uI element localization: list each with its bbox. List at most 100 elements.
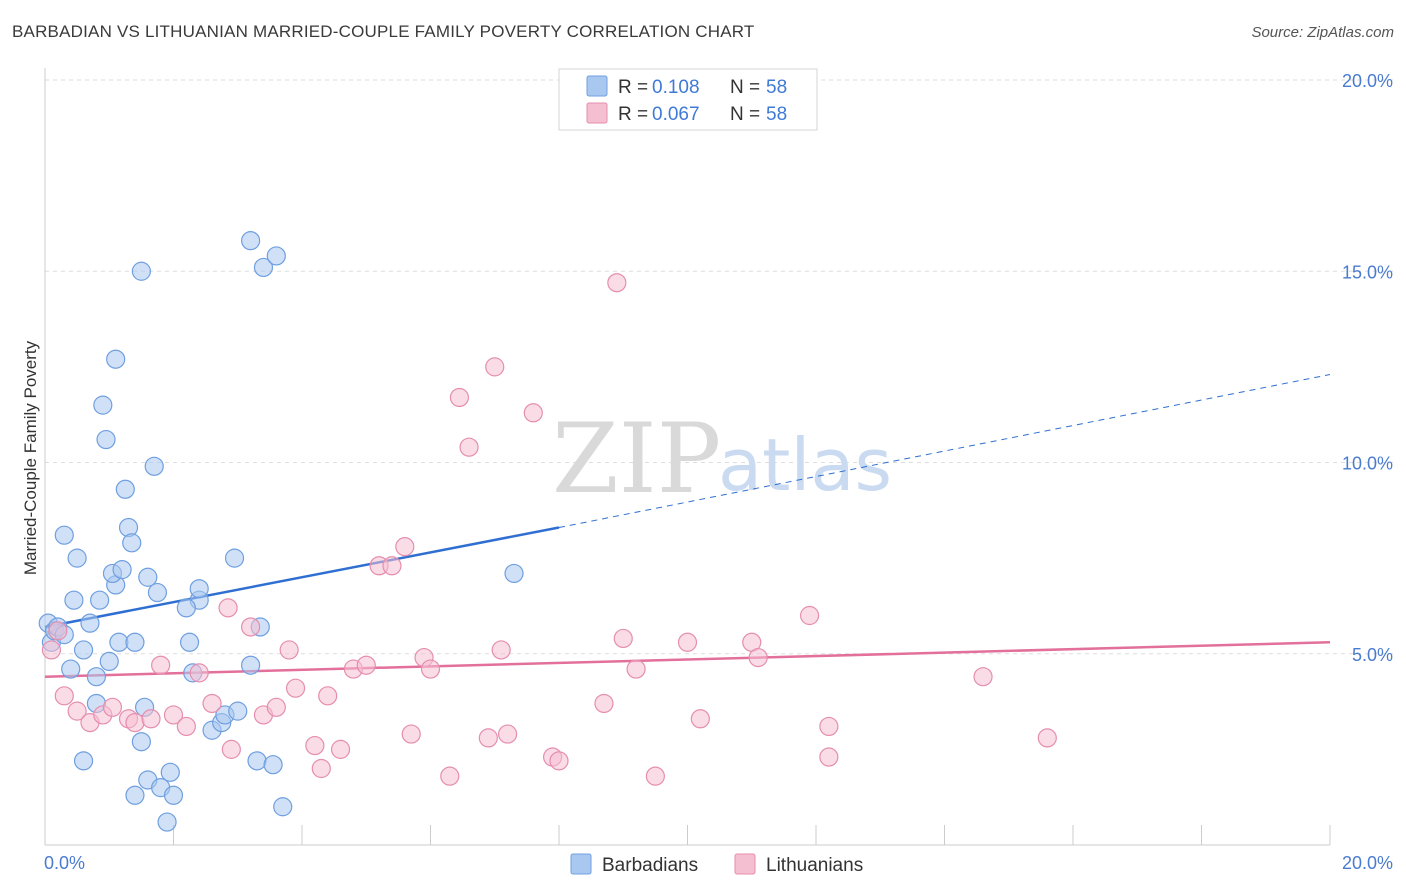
point-barbadians	[99, 651, 119, 672]
point-lithuanians	[819, 747, 839, 767]
bottom-legend-label-barbadians: Barbadians	[602, 855, 698, 876]
point-barbadians	[189, 579, 209, 599]
point-lithuanians	[690, 709, 710, 729]
watermark: ZIP atlas	[552, 403, 892, 515]
point-barbadians	[125, 785, 145, 805]
point-barbadians	[109, 632, 129, 652]
point-lithuanians	[189, 663, 209, 683]
point-lithuanians	[748, 647, 768, 668]
point-lithuanians	[645, 766, 665, 786]
point-lithuanians	[202, 693, 222, 714]
trend-line-barbadians	[44, 526, 560, 629]
bottom-legend-label-lithuanians: Lithuanians	[766, 855, 863, 876]
legend-n-value-lithuanians: 58	[766, 104, 787, 125]
bottom-legend: Barbadians Lithuanians	[570, 853, 863, 876]
point-lithuanians	[401, 724, 421, 744]
point-lithuanians	[41, 640, 62, 660]
point-barbadians	[241, 655, 261, 675]
point-barbadians	[144, 456, 164, 476]
y-axis-label: Married-Couple Family Poverty	[21, 340, 40, 575]
point-lithuanians	[163, 705, 184, 725]
legend-n-value-barbadians: 58	[766, 77, 787, 98]
point-lithuanians	[176, 716, 196, 737]
point-lithuanians	[311, 758, 331, 779]
chart-title: BARBADIAN VS LITHUANIAN MARRIED-COUPLE F…	[12, 22, 755, 41]
point-barbadians	[122, 533, 142, 553]
point-barbadians	[138, 567, 158, 587]
point-lithuanians	[395, 537, 415, 557]
point-lithuanians	[819, 716, 839, 737]
point-barbadians	[273, 797, 293, 817]
point-lithuanians	[305, 735, 325, 756]
point-barbadians	[241, 231, 261, 251]
point-barbadians	[131, 261, 151, 281]
bottom-legend-swatch-barbadians	[570, 853, 592, 875]
point-barbadians	[64, 590, 84, 610]
legend-n-label-lithuanians: N =	[730, 104, 760, 125]
point-lithuanians	[330, 739, 351, 759]
point-lithuanians	[221, 739, 241, 759]
point-lithuanians	[498, 724, 518, 744]
point-barbadians	[253, 257, 274, 278]
point-barbadians	[112, 559, 132, 580]
point-barbadians	[61, 659, 81, 679]
x-tick-label: 0.0%	[44, 853, 85, 873]
trend-line-lithuanians	[44, 641, 1331, 678]
y-tick-label: 15.0%	[1342, 262, 1393, 282]
legend-n-label-barbadians: N =	[730, 77, 760, 98]
point-lithuanians	[102, 697, 123, 717]
point-barbadians	[504, 563, 524, 584]
point-barbadians	[160, 762, 180, 782]
point-lithuanians	[266, 697, 286, 717]
grid-layer	[45, 79, 1395, 655]
point-lithuanians	[523, 403, 543, 423]
point-lithuanians	[973, 667, 993, 687]
point-lithuanians	[478, 728, 498, 748]
point-barbadians	[163, 785, 184, 805]
axes-layer: 5.0% 10.0% 15.0% 20.0% 0.0% 20.0%	[44, 68, 1393, 873]
point-barbadians	[125, 632, 145, 652]
point-lithuanians	[440, 766, 460, 786]
point-barbadians	[73, 640, 94, 660]
point-lithuanians	[459, 437, 479, 457]
point-lithuanians	[613, 628, 633, 649]
point-lithuanians	[54, 686, 74, 706]
point-lithuanians	[626, 659, 646, 679]
legend-swatch-lithuanians	[586, 102, 608, 124]
legend-r-value-barbadians: 0.108	[652, 77, 700, 98]
trend-layer	[44, 374, 1331, 678]
point-barbadians	[176, 598, 196, 618]
legend-r-label-lithuanians: R =	[618, 104, 648, 125]
legend: R = 0.108 N = 58 R = 0.067 N = 58	[558, 68, 818, 131]
legend-r-label-barbadians: R =	[618, 77, 648, 98]
point-lithuanians	[67, 701, 87, 721]
chart-source: Source: ZipAtlas.com	[1251, 24, 1394, 41]
point-barbadians	[131, 732, 151, 752]
point-lithuanians	[125, 712, 145, 733]
point-lithuanians	[485, 357, 505, 377]
point-lithuanians	[382, 556, 402, 576]
point-lithuanians	[799, 605, 820, 626]
point-barbadians	[157, 812, 177, 832]
point-barbadians	[106, 349, 126, 369]
point-barbadians	[179, 632, 200, 652]
point-lithuanians	[607, 273, 627, 293]
point-barbadians	[80, 613, 100, 633]
point-lithuanians	[279, 640, 299, 660]
point-lithuanians	[285, 678, 306, 698]
y-tick-label: 10.0%	[1342, 454, 1393, 474]
point-barbadians	[263, 755, 283, 775]
y-tick-label: 20.0%	[1342, 71, 1393, 91]
point-barbadians	[266, 246, 286, 266]
point-barbadians	[115, 479, 135, 499]
points-layer	[38, 231, 1057, 832]
point-lithuanians	[151, 655, 171, 675]
legend-r-value-lithuanians: 0.067	[652, 104, 700, 125]
watermark-zip: ZIP	[552, 403, 721, 515]
point-lithuanians	[1037, 728, 1057, 748]
point-lithuanians	[491, 640, 511, 660]
point-barbadians	[228, 701, 248, 721]
point-lithuanians	[318, 686, 338, 706]
point-barbadians	[147, 582, 168, 603]
